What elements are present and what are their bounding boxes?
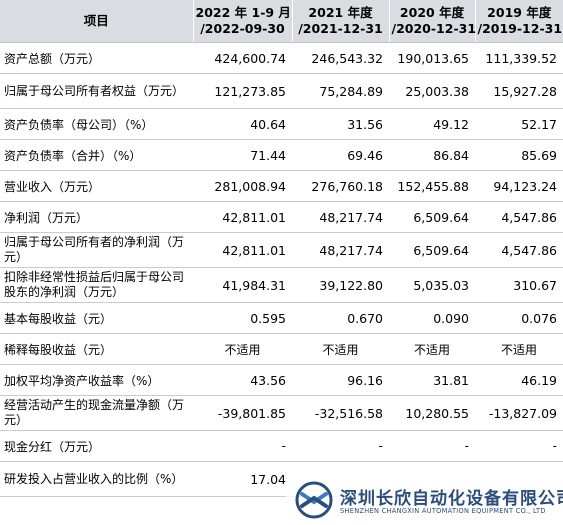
cell-value: 190,013.65	[389, 42, 475, 74]
cell-value: 96.16	[292, 364, 389, 396]
row-label: 营业收入（万元）	[0, 170, 193, 202]
header-period-2021: 2021 年度 /2021-12-31	[291, 0, 389, 43]
row-label: 加权平均净资产收益率（%）	[0, 364, 193, 396]
watermark-company-name: 深圳长欣自动化设备有限公司	[340, 489, 563, 509]
header-item: 项目	[0, 0, 193, 43]
table-row: 资产负债率（母公司）（%） 40.64 31.56 49.12 52.17	[0, 108, 563, 140]
cell-value: 15,927.28	[475, 73, 563, 109]
cell-value: 40.64	[193, 108, 292, 140]
cell-value: 111,339.52	[475, 42, 563, 74]
cell-value: 0.090	[389, 302, 475, 334]
cell-value: 94,123.24	[475, 170, 563, 202]
row-label: 扣除非经常性损益后归属于母公司股东的净利润（万元）	[0, 267, 193, 303]
row-label: 资产负债率（母公司）（%）	[0, 108, 193, 140]
table-row: 加权平均净资产收益率（%） 43.56 96.16 31.81 46.19	[0, 364, 563, 396]
row-label: 归属于母公司所有者权益（万元）	[0, 73, 193, 109]
cell-value: 48,217.74	[292, 232, 389, 268]
row-label: 基本每股收益（元）	[0, 302, 193, 334]
financial-summary-table: 项目 2022 年 1-9 月 /2022-09-30 2021 年度 /202…	[0, 0, 563, 497]
cell-value: 0.670	[292, 302, 389, 334]
company-watermark: 深圳长欣自动化设备有限公司 SHENZHEN CHANGXIN AUTOMATI…	[286, 476, 563, 525]
table-row: 资产总额（万元） 424,600.74 246,543.32 190,013.6…	[0, 42, 563, 74]
cell-value: 31.56	[292, 108, 389, 140]
cell-value: 281,008.94	[193, 170, 292, 202]
cell-value: 75,284.89	[292, 73, 389, 109]
table-row: 基本每股收益（元） 0.595 0.670 0.090 0.076	[0, 302, 563, 334]
cell-value: 69.46	[292, 139, 389, 171]
table-row: 归属于母公司所有者的净利润（万元） 42,811.01 48,217.74 6,…	[0, 232, 563, 268]
cell-value: 86.84	[389, 139, 475, 171]
cell-value: 5,035.03	[389, 267, 475, 303]
cell-value: -	[389, 430, 475, 462]
cell-value: 4,547.86	[475, 201, 563, 233]
cell-value: -13,827.09	[475, 395, 563, 431]
cell-value: 6,509.64	[389, 201, 475, 233]
cell-value: 31.81	[389, 364, 475, 396]
cell-value: 25,003.38	[389, 73, 475, 109]
cell-value: 121,273.85	[193, 73, 292, 109]
header-period-2022q3: 2022 年 1-9 月 /2022-09-30	[192, 0, 292, 43]
cell-value: 85.69	[475, 139, 563, 171]
cell-value: -	[475, 430, 563, 462]
cell-value: 71.44	[193, 139, 292, 171]
row-label: 研发投入占营业收入的比例（%）	[0, 461, 193, 497]
watermark-company-english: SHENZHEN CHANGXIN AUTOMATION EQUIPMENT C…	[340, 507, 546, 515]
cell-value: 424,600.74	[193, 42, 292, 74]
cell-value: -32,516.58	[292, 395, 389, 431]
cell-value: 不适用	[193, 333, 292, 365]
cell-value: 52.17	[475, 108, 563, 140]
cell-value: 310.67	[475, 267, 563, 303]
cell-value: -	[193, 430, 292, 462]
row-label: 经营活动产生的现金流量净额（万元）	[0, 395, 193, 431]
table-header-row: 项目 2022 年 1-9 月 /2022-09-30 2021 年度 /202…	[0, 0, 563, 43]
table-row: 扣除非经常性损益后归属于母公司股东的净利润（万元） 41,984.31 39,1…	[0, 267, 563, 303]
cell-value: 4,547.86	[475, 232, 563, 268]
cell-value: 152,455.88	[389, 170, 475, 202]
cell-value: 41,984.31	[193, 267, 292, 303]
table-row: 经营活动产生的现金流量净额（万元） -39,801.85 -32,516.58 …	[0, 395, 563, 431]
cell-value: 39,122.80	[292, 267, 389, 303]
table-row: 归属于母公司所有者权益（万元） 121,273.85 75,284.89 25,…	[0, 73, 563, 109]
company-logo-icon	[295, 481, 333, 519]
cell-value: 48,217.74	[292, 201, 389, 233]
cell-value: 246,543.32	[292, 42, 389, 74]
table-row: 净利润（万元） 42,811.01 48,217.74 6,509.64 4,5…	[0, 201, 563, 233]
row-label: 资产总额（万元）	[0, 42, 193, 74]
cell-value: 17.04	[193, 461, 292, 497]
cell-value: 6,509.64	[389, 232, 475, 268]
cell-value: 46.19	[475, 364, 563, 396]
row-label: 资产负债率（合并）（%）	[0, 139, 193, 171]
table-row: 稀释每股收益（元） 不适用 不适用 不适用 不适用	[0, 333, 563, 365]
cell-value: 不适用	[389, 333, 475, 365]
cell-value: 不适用	[475, 333, 563, 365]
cell-value: -	[292, 430, 389, 462]
row-label: 稀释每股收益（元）	[0, 333, 193, 365]
cell-value: 42,811.01	[193, 232, 292, 268]
cell-value: 10,280.55	[389, 395, 475, 431]
cell-value: 0.595	[193, 302, 292, 334]
cell-value: 43.56	[193, 364, 292, 396]
row-label: 现金分红（万元）	[0, 430, 193, 462]
cell-value: 42,811.01	[193, 201, 292, 233]
table-row: 现金分红（万元） - - - -	[0, 430, 563, 462]
header-period-2019: 2019 年度 /2019-12-31	[474, 0, 563, 43]
cell-value: 49.12	[389, 108, 475, 140]
cell-value: 0.076	[475, 302, 563, 334]
row-label: 归属于母公司所有者的净利润（万元）	[0, 232, 193, 268]
row-label: 净利润（万元）	[0, 201, 193, 233]
table-row: 营业收入（万元） 281,008.94 276,760.18 152,455.8…	[0, 170, 563, 202]
cell-value: 不适用	[292, 333, 389, 365]
header-period-2020: 2020 年度 /2020-12-31	[388, 0, 476, 43]
table-row: 资产负债率（合并）（%） 71.44 69.46 86.84 85.69	[0, 139, 563, 171]
cell-value: -39,801.85	[193, 395, 292, 431]
cell-value: 276,760.18	[292, 170, 389, 202]
